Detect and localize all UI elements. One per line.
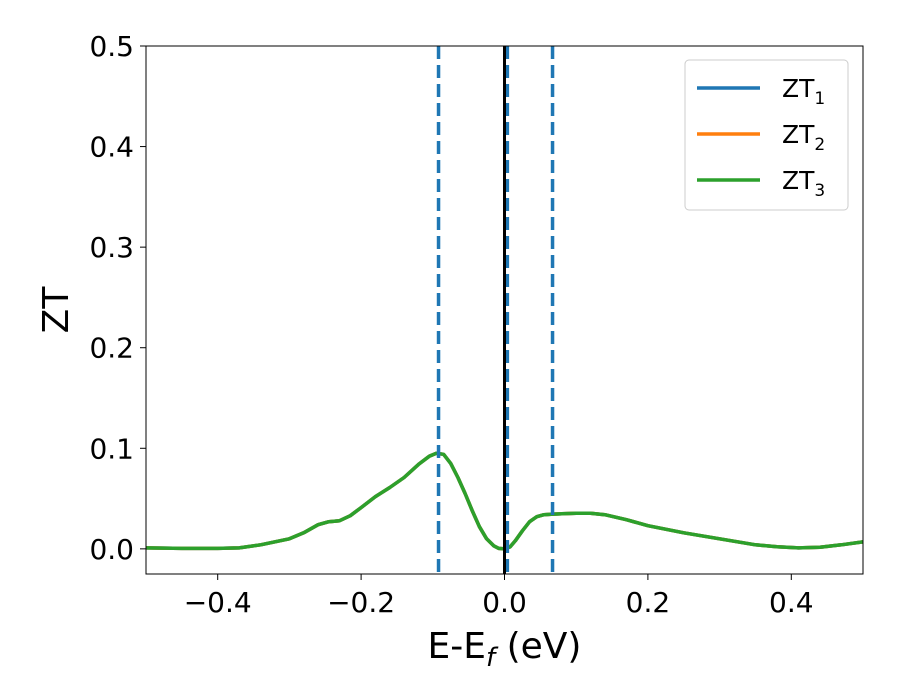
y-tick-label: 0.3	[89, 231, 134, 264]
x-axis-label-unit: (eV)	[495, 626, 581, 667]
legend-box	[684, 59, 849, 211]
plot-area	[146, 46, 863, 574]
x-axis-label: E-Ef (eV)	[428, 626, 582, 673]
legend-label-zt2: ZT2	[782, 120, 825, 155]
x-tick-label: 0.0	[482, 586, 527, 619]
x-tick-label: −0.4	[184, 586, 252, 619]
x-tick-label: 0.4	[769, 586, 814, 619]
y-axis-label: ZT	[36, 286, 77, 334]
x-tick-label: 0.2	[626, 586, 671, 619]
legend-label-zt1: ZT1	[782, 74, 825, 109]
y-tick-label: 0.1	[89, 432, 134, 465]
y-tick-label: 0.4	[89, 131, 134, 164]
y-axis: 0.0 0.1 0.2 0.3 0.4 0.5	[89, 30, 146, 566]
y-tick-label: 0.0	[89, 533, 134, 566]
x-axis: −0.4 −0.2 0.0 0.2 0.4	[184, 574, 814, 619]
y-tick-label: 0.5	[89, 30, 134, 63]
y-tick-label: 0.2	[89, 332, 134, 365]
legend: ZT1 ZT2 ZT3	[684, 59, 849, 211]
legend-label-zt3: ZT3	[782, 166, 825, 201]
x-tick-label: −0.2	[327, 586, 395, 619]
series-line-zt3	[146, 451, 863, 551]
